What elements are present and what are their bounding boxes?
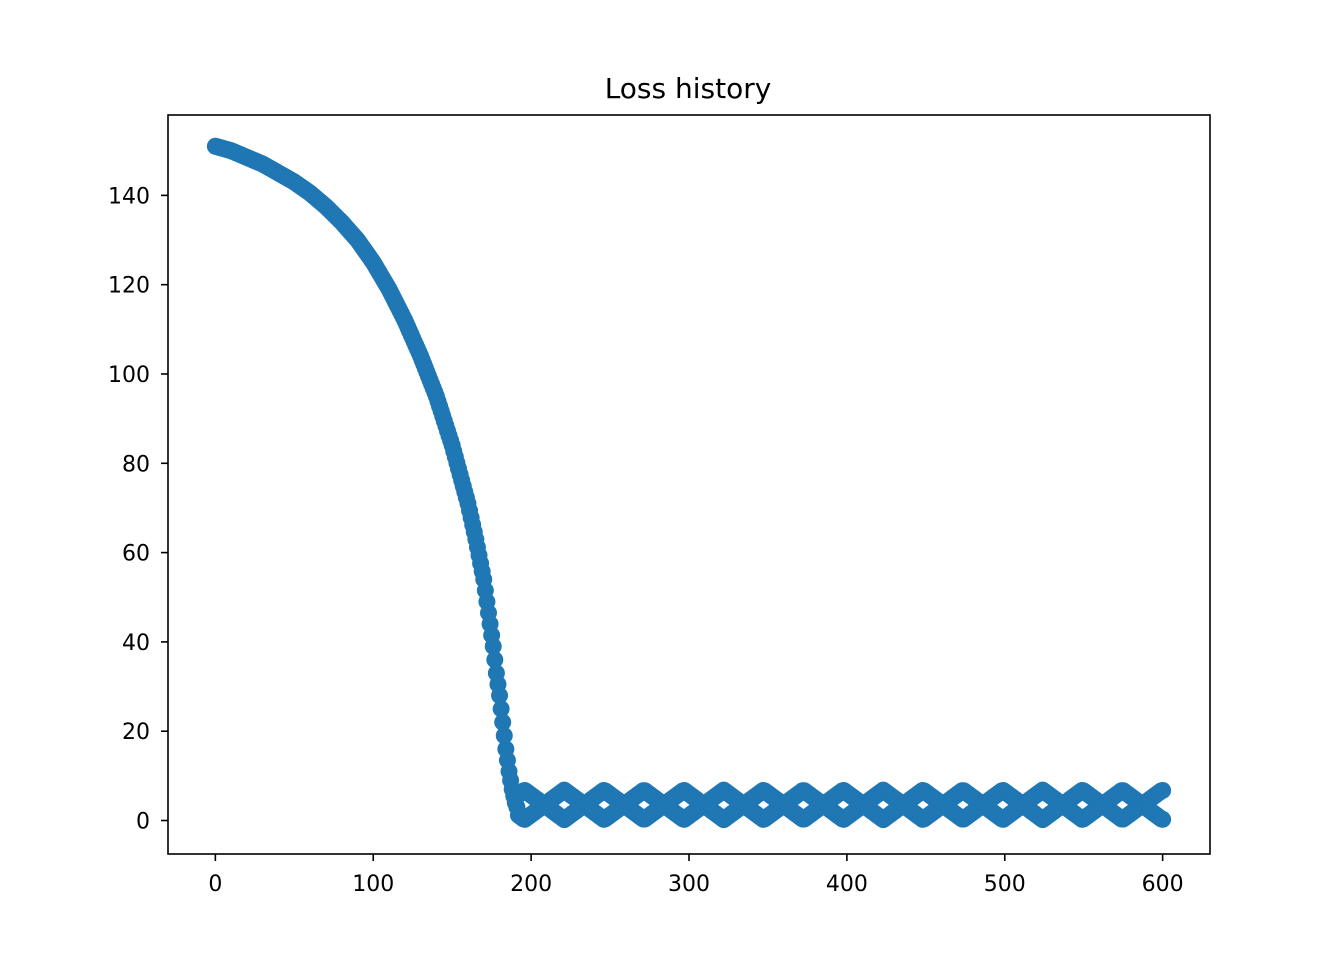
- x-tick-label: 100: [352, 872, 394, 897]
- data-point: [484, 637, 502, 655]
- y-tick-label: 120: [108, 274, 150, 299]
- data-point: [486, 651, 504, 669]
- data-point: [492, 700, 510, 718]
- data-point: [1154, 781, 1172, 799]
- y-tick-label: 80: [122, 452, 150, 477]
- x-tick-label: 600: [1142, 872, 1184, 897]
- data-point: [495, 727, 513, 745]
- x-tick-label: 200: [510, 872, 552, 897]
- y-axis-ticks: 0 20 40 60 80 100 120 140: [108, 184, 168, 835]
- data-point: [494, 713, 512, 731]
- y-tick-label: 100: [108, 363, 150, 388]
- x-tick-label: 300: [668, 872, 710, 897]
- chart-title: Loss history: [605, 72, 772, 105]
- data-point: [491, 686, 509, 704]
- x-tick-label: 400: [826, 872, 868, 897]
- y-tick-label: 0: [136, 810, 150, 835]
- y-tick-label: 140: [108, 184, 150, 209]
- axes-frame: [167, 114, 1211, 855]
- x-axis-ticks: 0 100 200 300 400 500 600: [208, 854, 1184, 897]
- y-tick-label: 20: [122, 720, 150, 745]
- data-points: [206, 137, 1172, 829]
- x-tick-label: 0: [208, 872, 222, 897]
- x-tick-label: 500: [984, 872, 1026, 897]
- data-point: [1154, 810, 1172, 828]
- y-tick-label: 40: [122, 631, 150, 656]
- y-tick-label: 60: [122, 542, 150, 567]
